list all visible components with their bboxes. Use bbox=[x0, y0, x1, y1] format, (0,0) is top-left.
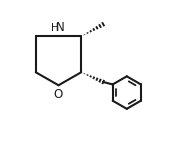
Text: O: O bbox=[54, 88, 63, 101]
Text: N: N bbox=[56, 21, 65, 34]
Text: H: H bbox=[51, 22, 58, 32]
